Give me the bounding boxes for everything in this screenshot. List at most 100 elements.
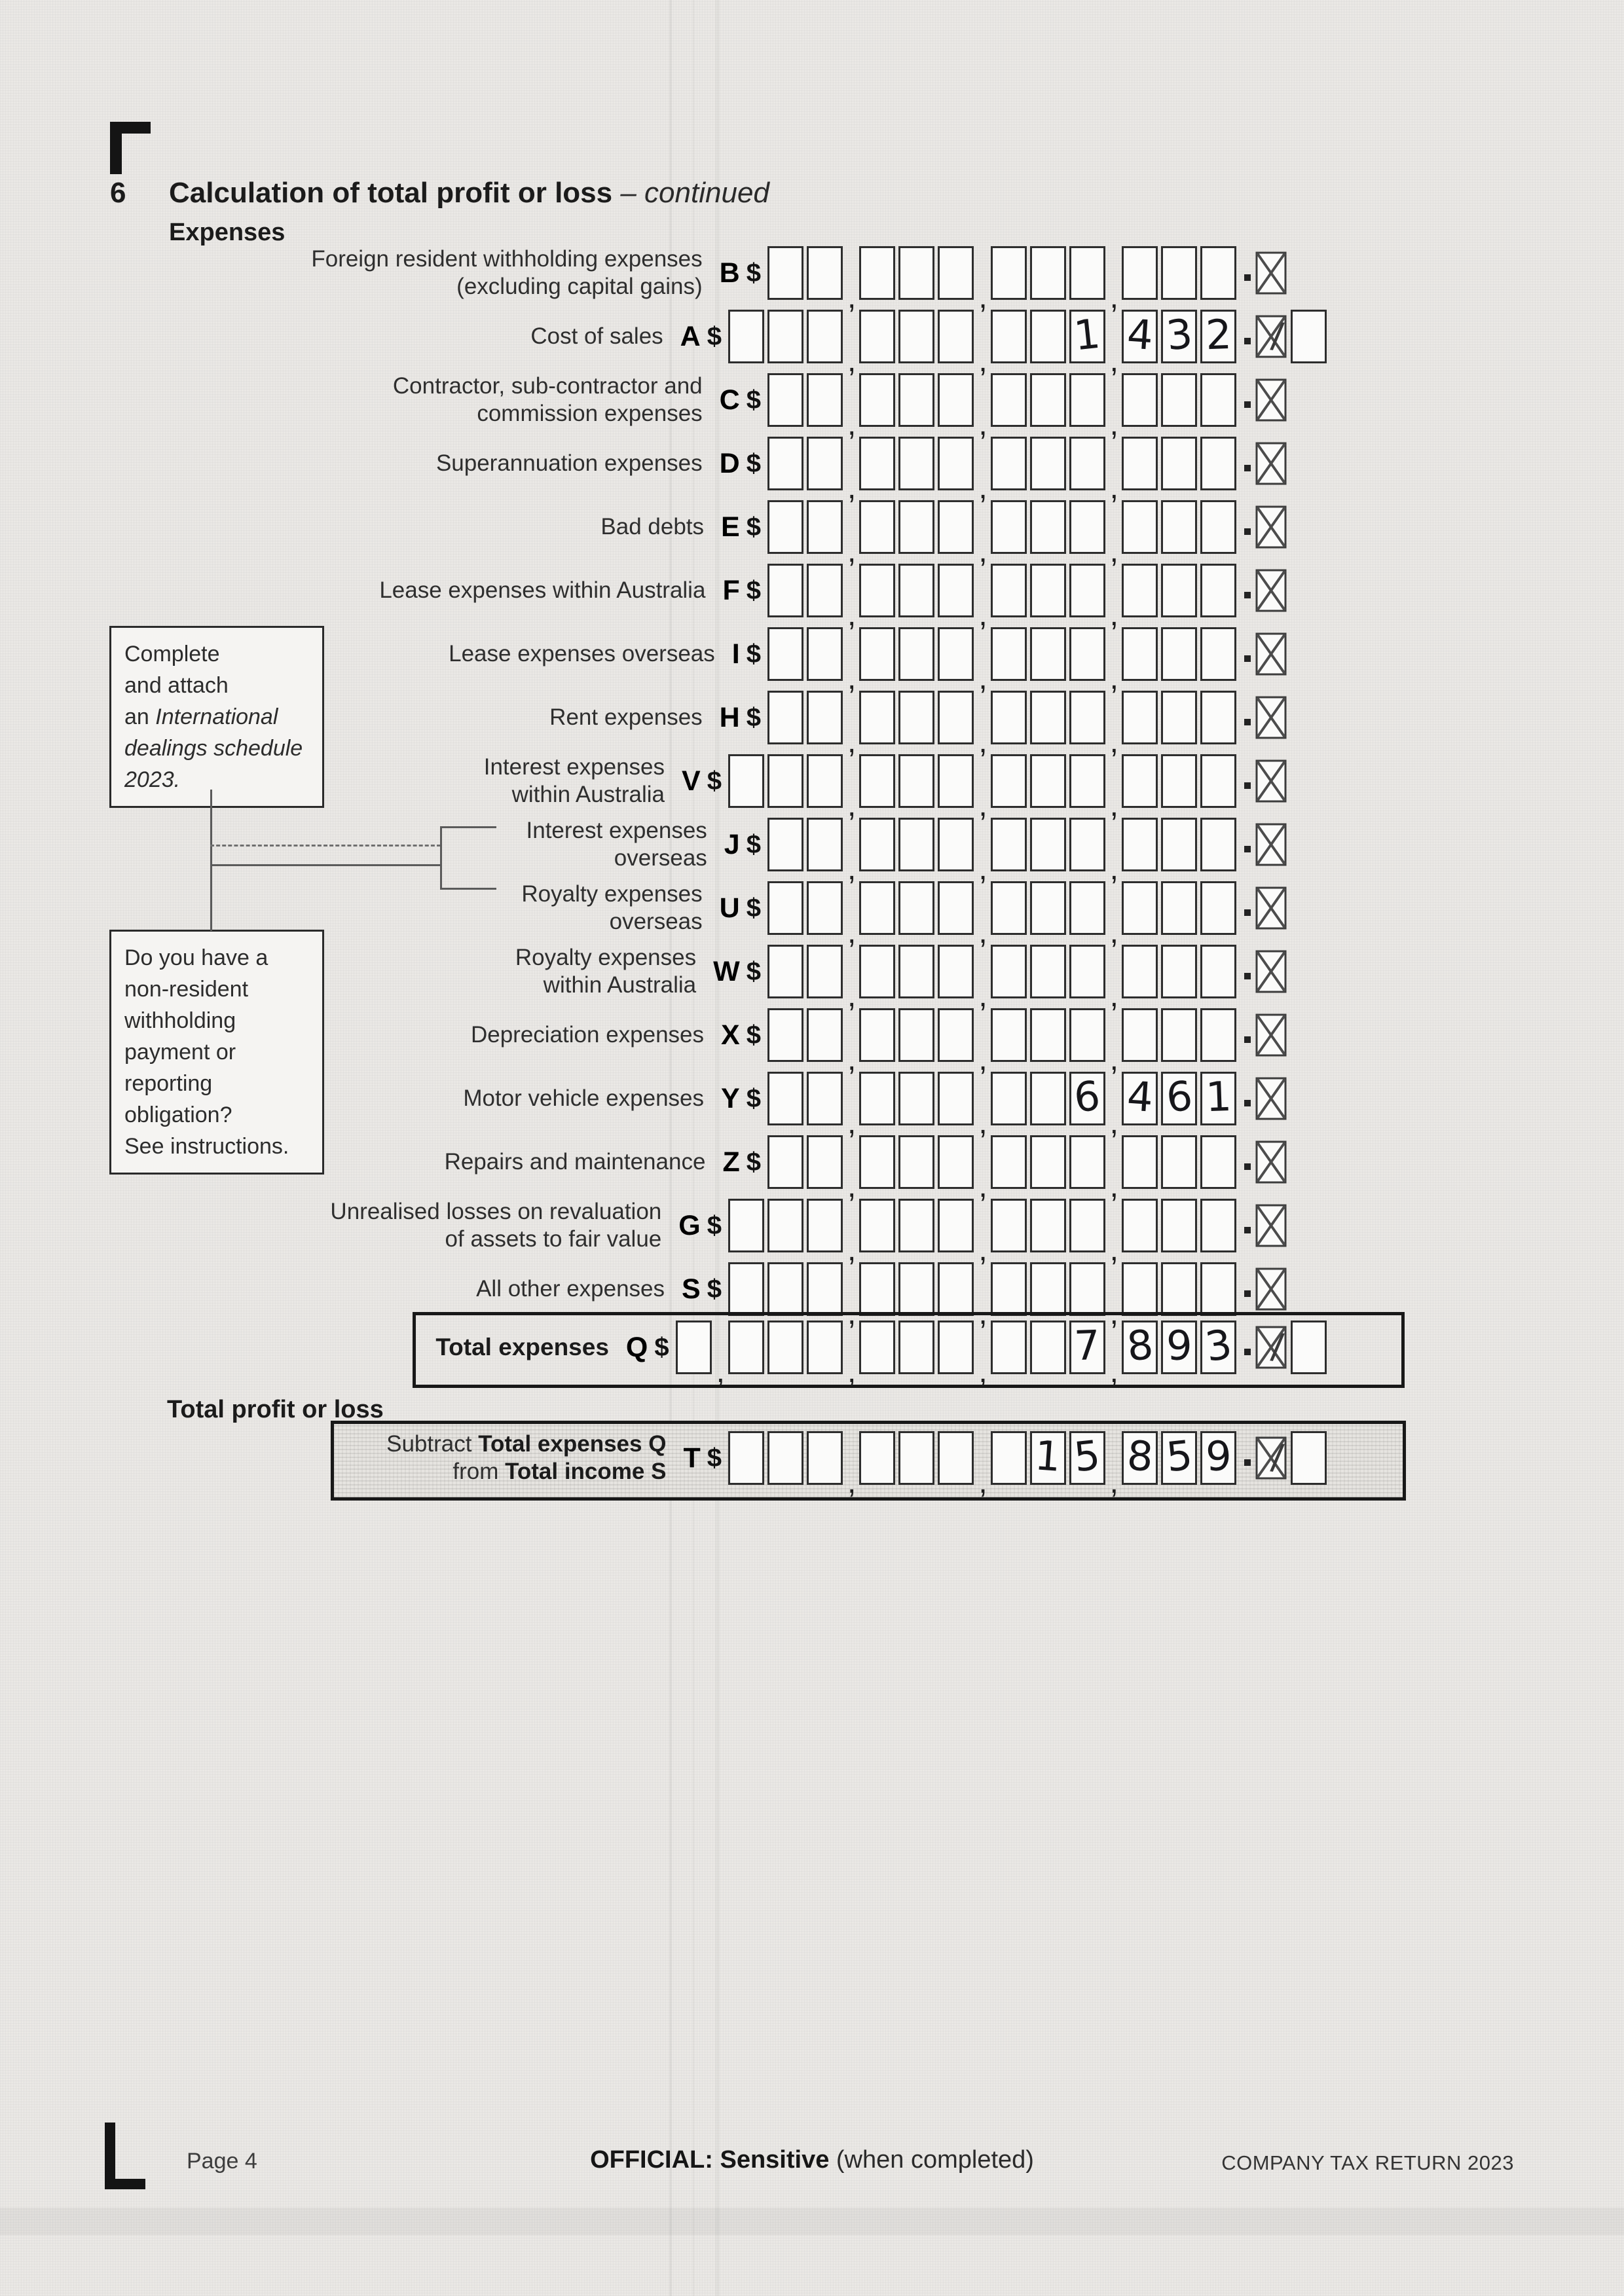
digit-box[interactable] [1200, 945, 1236, 998]
digit-box[interactable] [938, 691, 974, 744]
digit-box[interactable] [990, 1135, 1027, 1189]
digit-box[interactable] [1122, 627, 1158, 681]
digit-box[interactable] [767, 1072, 803, 1125]
digit-box[interactable] [1200, 1262, 1236, 1316]
digit-box[interactable] [898, 1135, 935, 1189]
digit-box[interactable] [859, 246, 896, 300]
digit-box[interactable] [898, 818, 935, 871]
digit-box[interactable] [898, 881, 935, 935]
digit-box[interactable] [1029, 1135, 1066, 1189]
digit-box[interactable] [806, 1008, 843, 1062]
digit-box[interactable] [767, 691, 803, 744]
digit-box[interactable] [1122, 818, 1158, 871]
digit-box[interactable] [859, 1199, 896, 1252]
digit-box[interactable] [898, 373, 935, 427]
digit-box[interactable] [1200, 564, 1236, 617]
digit-box[interactable] [898, 310, 935, 363]
digit-box[interactable] [938, 1135, 974, 1189]
digit-box[interactable] [1122, 945, 1158, 998]
digit-box[interactable] [1069, 691, 1105, 744]
digit-box[interactable] [1161, 691, 1197, 744]
digit-box[interactable] [859, 691, 896, 744]
digit-box[interactable] [1069, 373, 1105, 427]
digit-box[interactable] [1029, 627, 1066, 681]
digit-box[interactable] [806, 1321, 843, 1374]
digit-box[interactable] [1122, 754, 1158, 808]
digit-box[interactable] [1122, 564, 1158, 617]
digit-box[interactable] [898, 246, 935, 300]
digit-box[interactable] [1029, 1262, 1066, 1316]
digit-box[interactable] [806, 1072, 843, 1125]
digit-box[interactable] [1029, 1072, 1066, 1125]
digit-box[interactable] [859, 1008, 896, 1062]
digit-box[interactable] [859, 1431, 896, 1485]
digit-box[interactable] [728, 1431, 764, 1485]
digit-box[interactable] [1029, 373, 1066, 427]
digit-box[interactable] [1029, 1008, 1066, 1062]
digit-box[interactable] [938, 881, 974, 935]
digit-box[interactable]: 6 [1069, 1072, 1105, 1125]
digit-box[interactable] [938, 1008, 974, 1062]
digit-box[interactable] [990, 881, 1027, 935]
digit-box[interactable] [1122, 1262, 1158, 1316]
digit-box[interactable] [1069, 881, 1105, 935]
digit-box[interactable]: 7 [1069, 1321, 1105, 1374]
digit-box[interactable] [1161, 500, 1197, 554]
digit-box[interactable] [1161, 1135, 1197, 1189]
digit-box[interactable] [1122, 437, 1158, 490]
digit-box[interactable] [767, 437, 803, 490]
digit-box[interactable] [1161, 437, 1197, 490]
digit-box[interactable] [990, 310, 1027, 363]
digit-box[interactable] [1069, 437, 1105, 490]
digit-box[interactable] [990, 1008, 1027, 1062]
digit-box[interactable] [806, 564, 843, 617]
digit-box[interactable] [1161, 818, 1197, 871]
digit-box[interactable] [767, 310, 803, 363]
digit-box[interactable] [938, 373, 974, 427]
digit-box[interactable] [806, 500, 843, 554]
digit-box[interactable] [1122, 1199, 1158, 1252]
digit-box[interactable] [990, 1431, 1027, 1485]
digit-box[interactable] [990, 1072, 1027, 1125]
loss-indicator-box[interactable] [1290, 1431, 1327, 1485]
digit-box[interactable] [1069, 1135, 1105, 1189]
digit-box[interactable] [767, 1135, 803, 1189]
digit-box[interactable] [728, 310, 764, 363]
digit-box[interactable] [767, 945, 803, 998]
digit-box[interactable] [990, 437, 1027, 490]
digit-box[interactable] [1029, 754, 1066, 808]
digit-box[interactable] [1122, 1008, 1158, 1062]
digit-box[interactable] [1029, 945, 1066, 998]
digit-box[interactable] [990, 818, 1027, 871]
digit-box[interactable]: 4 [1122, 310, 1158, 363]
digit-box[interactable] [990, 373, 1027, 427]
digit-box[interactable] [1069, 1199, 1105, 1252]
digit-box[interactable] [859, 754, 896, 808]
digit-box[interactable] [938, 1431, 974, 1485]
digit-box[interactable] [1029, 437, 1066, 490]
digit-box[interactable] [1069, 500, 1105, 554]
digit-box[interactable] [898, 1431, 935, 1485]
digit-box[interactable] [1200, 1199, 1236, 1252]
digit-box[interactable] [859, 818, 896, 871]
digit-box[interactable] [898, 1072, 935, 1125]
digit-box[interactable] [728, 1199, 764, 1252]
digit-box[interactable]: 9 [1161, 1321, 1197, 1374]
digit-box[interactable] [1161, 881, 1197, 935]
digit-box[interactable] [806, 1199, 843, 1252]
digit-box[interactable] [1029, 1321, 1066, 1374]
digit-box[interactable] [767, 754, 803, 808]
digit-box[interactable] [898, 627, 935, 681]
digit-box[interactable] [1200, 500, 1236, 554]
digit-box[interactable] [990, 246, 1027, 300]
digit-box[interactable] [1200, 881, 1236, 935]
digit-box[interactable] [898, 500, 935, 554]
digit-box[interactable] [1069, 754, 1105, 808]
digit-box[interactable] [1029, 564, 1066, 617]
digit-box[interactable] [898, 1199, 935, 1252]
digit-box[interactable] [1029, 500, 1066, 554]
digit-box[interactable]: 1 [1029, 1431, 1066, 1485]
digit-box[interactable] [1200, 1135, 1236, 1189]
digit-box[interactable] [938, 1321, 974, 1374]
digit-box[interactable] [859, 1262, 896, 1316]
